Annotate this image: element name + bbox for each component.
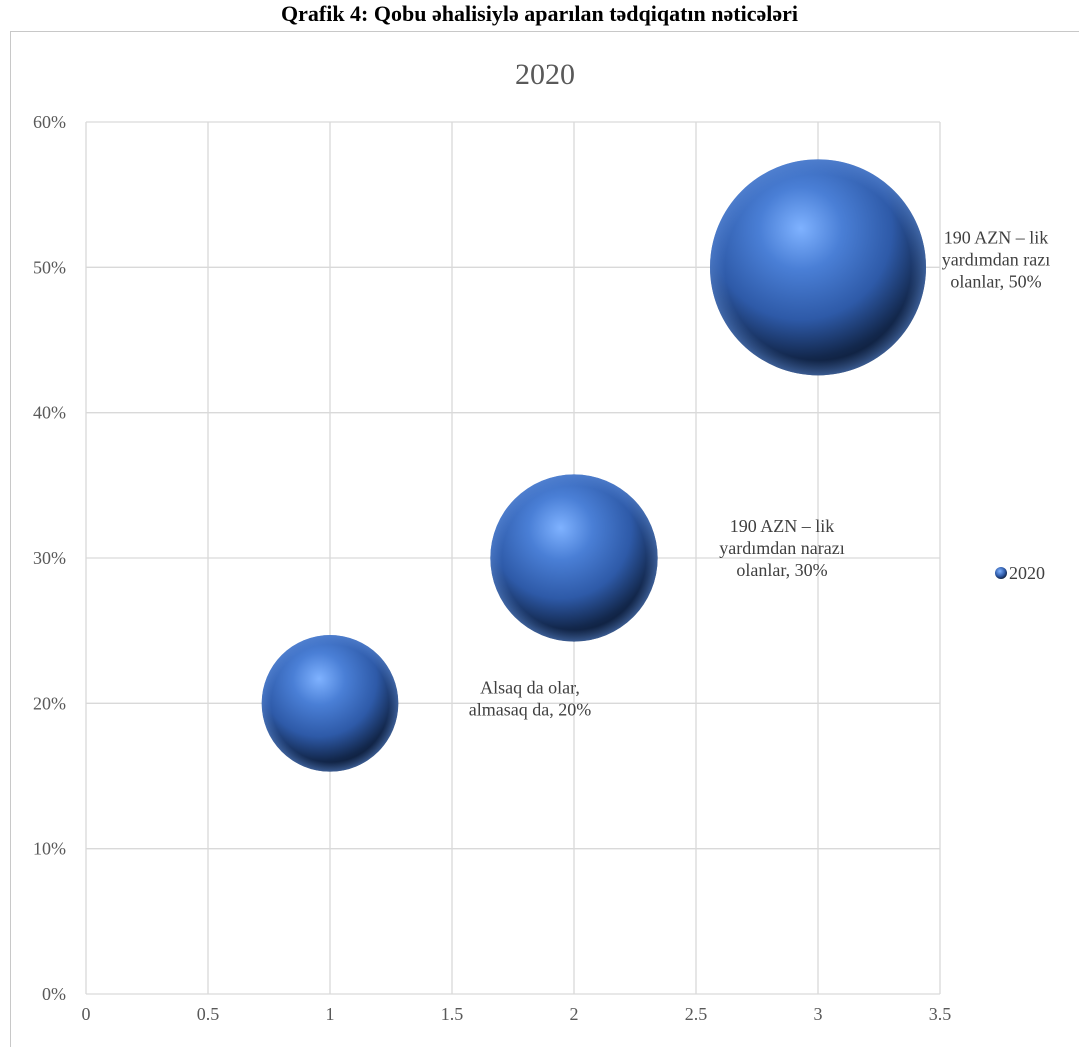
figure-caption: Qrafik 4: Qobu əhalisiylə aparılan tədqi…	[281, 1, 798, 26]
bubble-label-line: almasaq da, 20%	[469, 699, 591, 719]
chart-frame	[10, 31, 1079, 1047]
legend-label: 2020	[1009, 563, 1045, 583]
x-tick-label: 2.5	[685, 1004, 708, 1024]
bubble-label-line: 190 AZN – lik	[730, 516, 835, 536]
chart-title: 2020	[515, 58, 575, 91]
bubble-label: Alsaq da olar, almasaq da, 20%	[469, 677, 591, 719]
x-tick-label: 1.5	[441, 1004, 464, 1024]
x-tick-label: 1	[326, 1004, 335, 1024]
y-tick-label: 40%	[33, 403, 66, 423]
bubble-rim	[710, 159, 926, 376]
x-tick-label: 0	[82, 1004, 91, 1024]
x-tick-label: 2	[570, 1004, 579, 1024]
axis-ticks: 0 0.5 1 1.5 2 2.5 3 3.5 0% 10% 20% 30% 40% 50% 60%	[33, 112, 951, 1024]
bubble-label: 190 AZN – lik yardımdan narazı olanlar, 30…	[719, 516, 844, 580]
bubble-label-line: Alsaq da olar,	[480, 677, 580, 697]
bubble-label: 190 AZN – lik yardımdan razı olanlar, 50%	[942, 227, 1050, 291]
x-tick-label: 0.5	[197, 1004, 220, 1024]
bubble-label-line: olanlar, 50%	[950, 271, 1041, 291]
bubble-label-line: olanlar, 30%	[736, 560, 827, 580]
legend: 2020	[995, 563, 1045, 583]
y-tick-label: 0%	[42, 984, 66, 1004]
legend-marker	[995, 567, 1007, 579]
bubbles	[261, 159, 926, 772]
y-tick-label: 30%	[33, 548, 66, 568]
y-tick-label: 10%	[33, 839, 66, 859]
data-labels: Alsaq da olar, almasaq da, 20% 190 AZN – l…	[469, 227, 1050, 719]
bubble-label-line: yardımdan razı	[942, 249, 1050, 269]
bubble-rim	[261, 635, 399, 772]
bubble-rim	[490, 474, 658, 642]
y-tick-label: 60%	[33, 112, 66, 132]
bubble-label-line: 190 AZN – lik	[944, 227, 1049, 247]
x-tick-label: 3	[814, 1004, 823, 1024]
y-tick-label: 50%	[33, 257, 66, 277]
bubble-label-line: yardımdan narazı	[719, 538, 844, 558]
x-tick-label: 3.5	[929, 1004, 952, 1024]
y-tick-label: 20%	[33, 693, 66, 713]
